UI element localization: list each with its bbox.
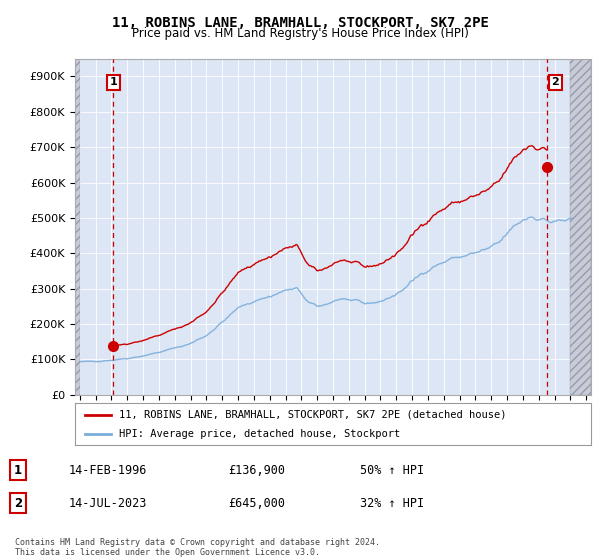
Text: Contains HM Land Registry data © Crown copyright and database right 2024.
This d: Contains HM Land Registry data © Crown c… — [15, 538, 380, 557]
Text: £136,900: £136,900 — [228, 464, 285, 477]
Text: 11, ROBINS LANE, BRAMHALL, STOCKPORT, SK7 2PE: 11, ROBINS LANE, BRAMHALL, STOCKPORT, SK… — [112, 16, 488, 30]
Bar — [571, 59, 591, 395]
Text: £645,000: £645,000 — [228, 497, 285, 510]
Text: 1: 1 — [109, 77, 117, 87]
Text: 11, ROBINS LANE, BRAMHALL, STOCKPORT, SK7 2PE (detached house): 11, ROBINS LANE, BRAMHALL, STOCKPORT, SK… — [119, 409, 506, 419]
Text: 1: 1 — [14, 464, 22, 477]
Text: 32% ↑ HPI: 32% ↑ HPI — [360, 497, 424, 510]
Text: HPI: Average price, detached house, Stockport: HPI: Average price, detached house, Stoc… — [119, 429, 400, 439]
Text: 50% ↑ HPI: 50% ↑ HPI — [360, 464, 424, 477]
Text: Price paid vs. HM Land Registry's House Price Index (HPI): Price paid vs. HM Land Registry's House … — [131, 27, 469, 40]
Text: 14-JUL-2023: 14-JUL-2023 — [69, 497, 148, 510]
Text: 2: 2 — [14, 497, 22, 510]
Text: 2: 2 — [551, 77, 559, 87]
Text: 14-FEB-1996: 14-FEB-1996 — [69, 464, 148, 477]
Bar — [75, 59, 80, 395]
